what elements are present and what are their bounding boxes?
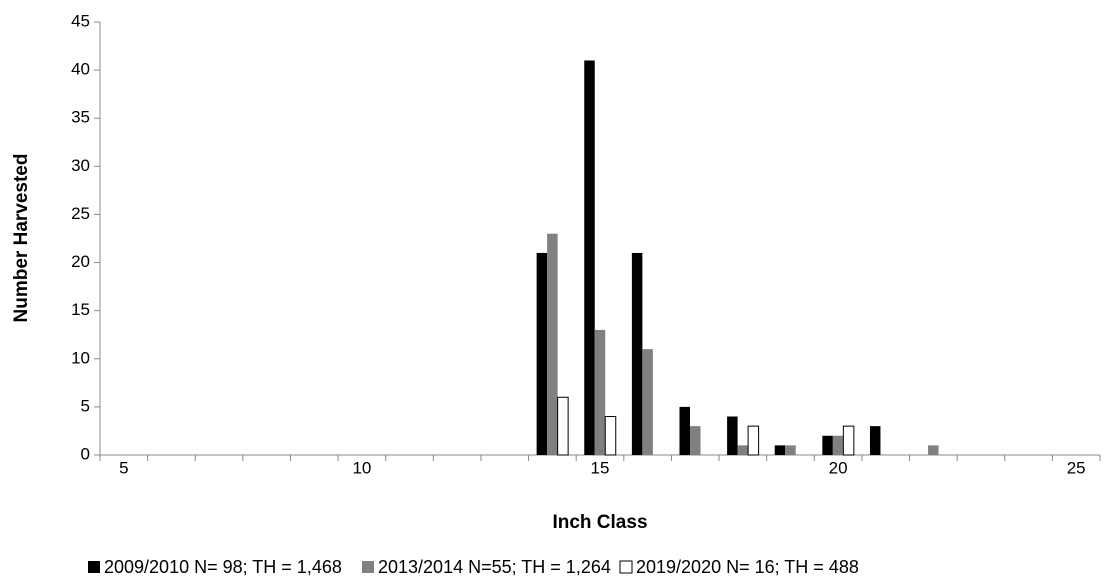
bar xyxy=(547,233,558,455)
x-tick-label: 10 xyxy=(352,458,371,477)
y-tick-label: 5 xyxy=(81,396,90,415)
y-tick-label: 45 xyxy=(71,11,90,30)
bar xyxy=(737,445,749,455)
bar xyxy=(631,252,643,455)
legend-label: 2009/2010 N= 98; TH = 1,468 xyxy=(104,557,342,577)
legend-label: 2019/2020 N= 16; TH = 488 xyxy=(636,557,859,577)
x-tick-label: 25 xyxy=(1067,458,1086,477)
y-tick-label: 20 xyxy=(71,252,90,271)
bar xyxy=(689,426,701,455)
y-tick-label: 25 xyxy=(71,204,90,223)
bar xyxy=(774,445,786,455)
y-axis-title: Number Harvested xyxy=(11,154,32,323)
bar xyxy=(536,252,548,455)
bar xyxy=(822,435,833,455)
legend-label: 2013/2014 N=55; TH = 1,264 xyxy=(378,557,611,577)
y-tick-label: 0 xyxy=(81,444,90,463)
bar xyxy=(727,416,738,455)
bar xyxy=(557,396,569,456)
y-tick-label: 30 xyxy=(71,156,90,175)
bar xyxy=(832,435,844,455)
bar xyxy=(928,445,939,455)
bar xyxy=(747,425,760,456)
y-tick-label: 10 xyxy=(71,348,90,367)
x-tick-label: 5 xyxy=(119,458,128,477)
x-axis-title: Inch Class xyxy=(552,512,647,533)
bar xyxy=(869,426,881,455)
bar xyxy=(785,445,796,455)
legend-swatch xyxy=(362,561,374,573)
legend-swatch xyxy=(619,560,633,574)
y-tick-label: 15 xyxy=(71,300,90,319)
y-tick-label: 40 xyxy=(71,60,90,79)
legend-swatch xyxy=(88,561,100,573)
bar xyxy=(584,60,595,455)
bar xyxy=(842,425,855,456)
x-tick-label: 15 xyxy=(591,458,610,477)
bar xyxy=(594,329,606,455)
y-tick-label: 35 xyxy=(71,108,90,127)
bar xyxy=(642,349,653,455)
bar xyxy=(604,416,617,456)
legend: 2009/2010 N= 98; TH = 1,468 2013/2014 N=5… xyxy=(88,557,859,577)
x-tick-label: 20 xyxy=(829,458,848,477)
bar xyxy=(679,406,690,455)
